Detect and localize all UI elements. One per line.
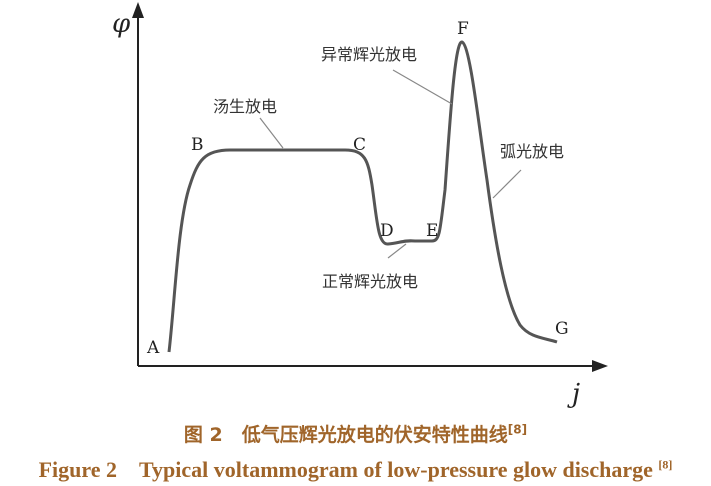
leader-arc — [492, 169, 522, 199]
x-axis-arrow — [592, 360, 608, 372]
region-labels: 汤生放电 异常辉光放电 弧光放电 正常辉光放电 — [213, 45, 564, 291]
point-B: B — [191, 135, 204, 155]
label-normal-glow: 正常辉光放电 — [322, 272, 418, 291]
leader-normal-glow — [387, 243, 407, 259]
caption-chinese: 图 2 低气压辉光放电的伏安特性曲线[8] — [0, 420, 711, 447]
leader-townsend — [259, 117, 284, 149]
caption-english: Figure 2 Typical voltammogram of low-pre… — [0, 452, 711, 484]
point-D: D — [380, 221, 394, 241]
point-C: C — [353, 135, 366, 155]
point-F: F — [457, 19, 469, 39]
label-abnormal-glow: 异常辉光放电 — [321, 45, 417, 64]
caption-cn-text: 图 2 低气压辉光放电的伏安特性曲线 — [183, 424, 508, 446]
leader-abnormal-glow — [392, 69, 453, 105]
label-townsend: 汤生放电 — [213, 97, 277, 116]
label-arc: 弧光放电 — [500, 142, 564, 161]
point-labels: A B C D E F G — [146, 19, 569, 358]
diagram: φ j A B C D E F G 汤生放电 异常辉光放电 弧光放电 正常辉光放… — [112, 2, 608, 409]
y-axis-label: φ — [112, 9, 131, 39]
caption-en-ref: [8] — [658, 457, 673, 472]
caption-en-text: Figure 2 Typical voltammogram of low-pre… — [38, 457, 659, 482]
y-axis-arrow — [132, 2, 144, 18]
point-G: G — [555, 319, 569, 339]
point-A: A — [146, 338, 160, 358]
caption-cn-ref: [8] — [507, 422, 528, 437]
leader-lines — [259, 69, 522, 259]
characteristic-curve — [167, 40, 558, 353]
point-E: E — [426, 221, 438, 241]
x-axis-label: j — [567, 379, 580, 409]
